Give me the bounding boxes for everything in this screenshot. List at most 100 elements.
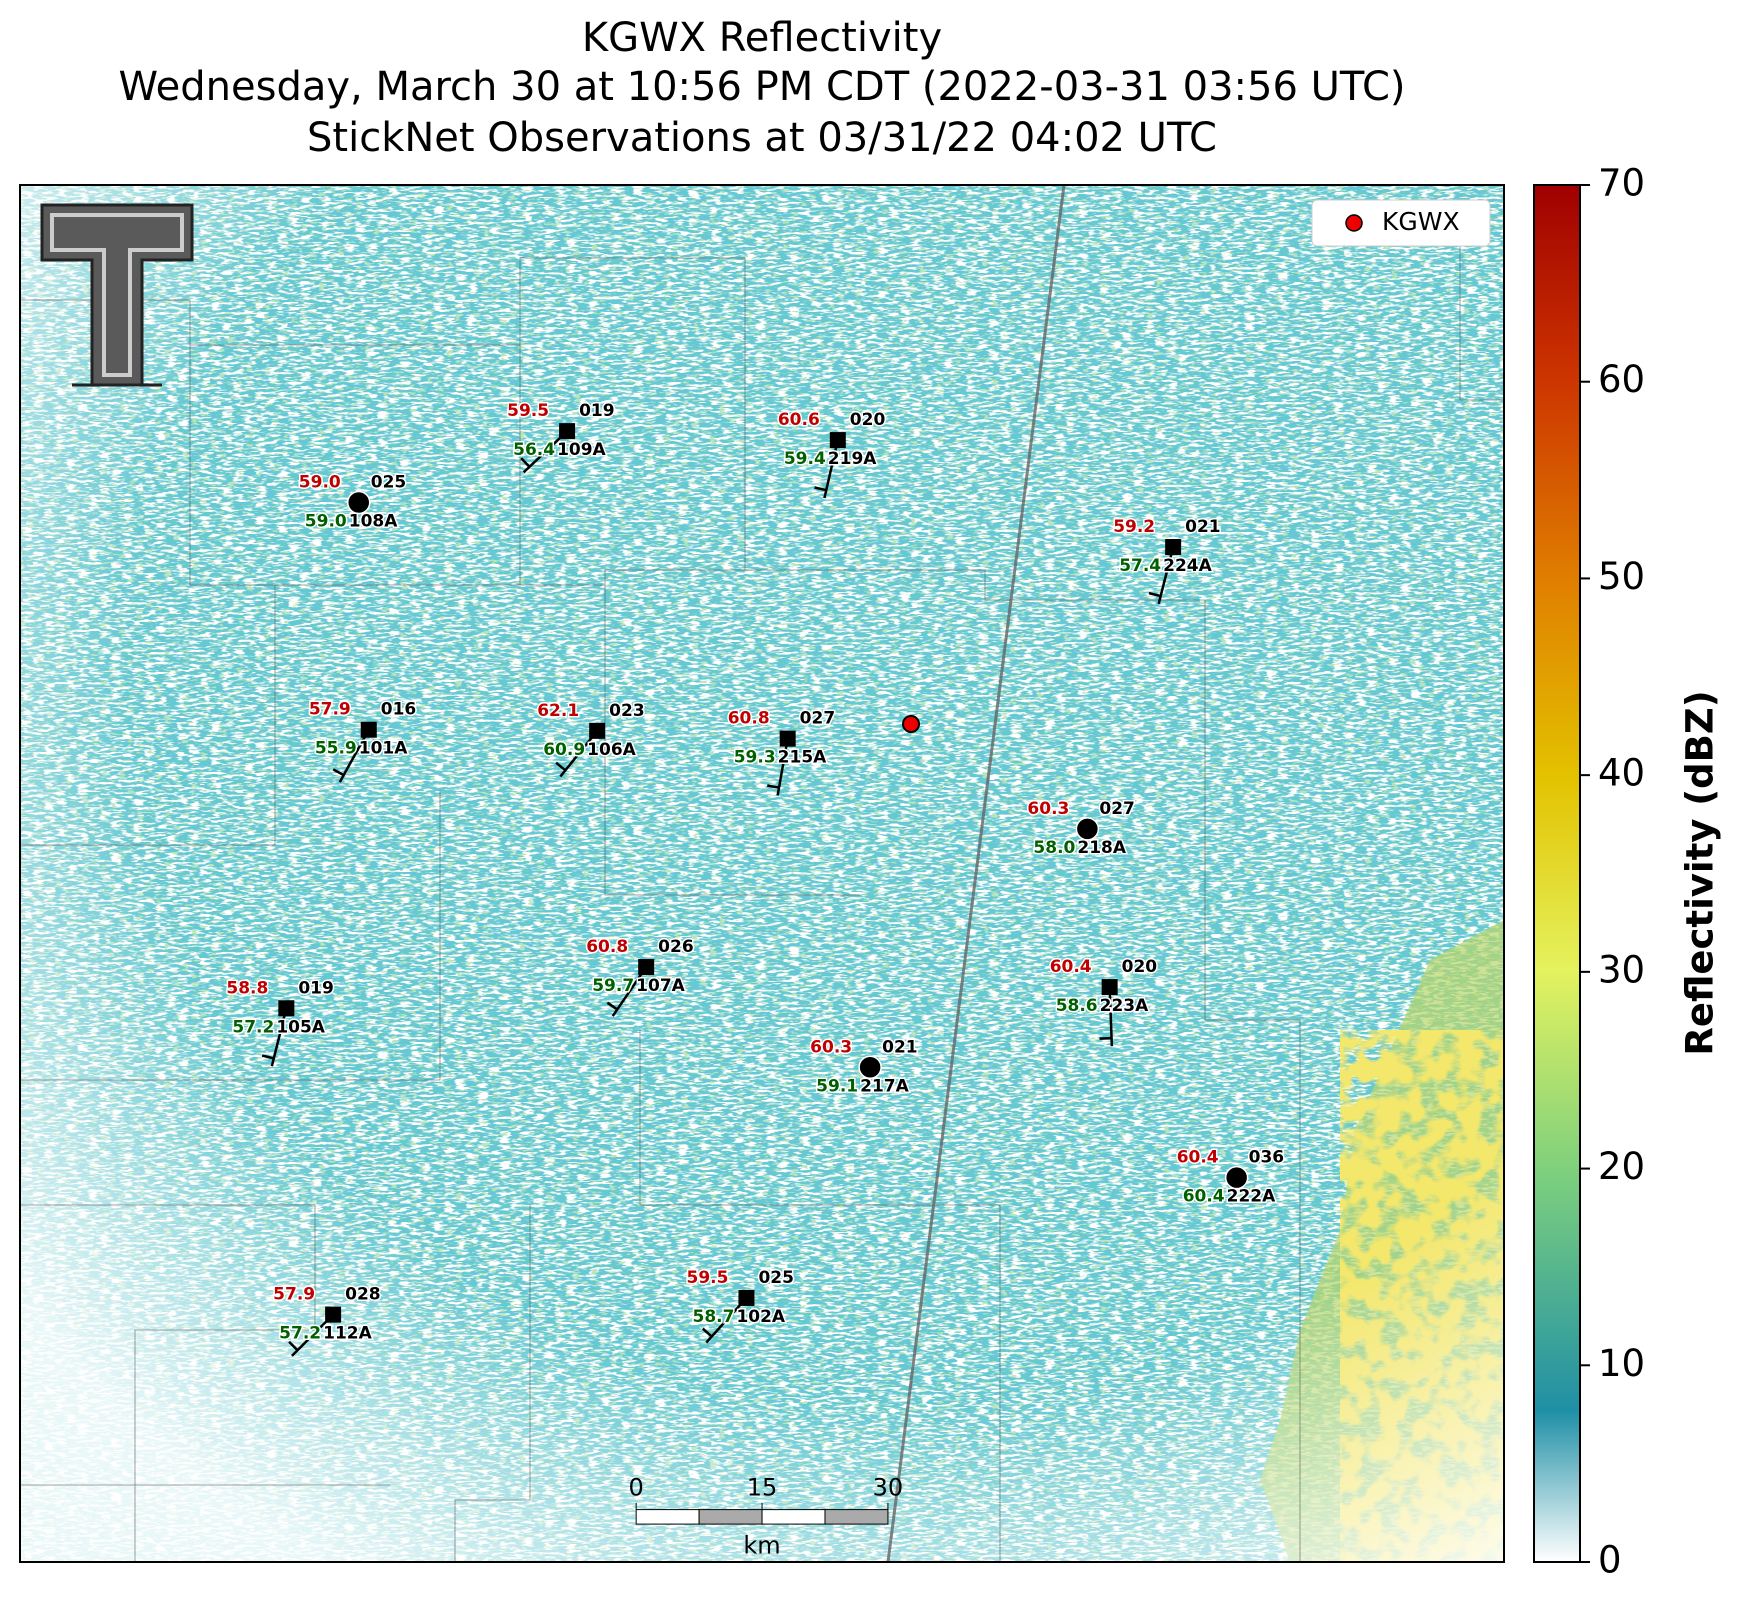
dewpoint: 59.7 — [592, 976, 634, 996]
station-id: 107A — [636, 976, 685, 996]
station-id: 215A — [778, 748, 827, 768]
station-marker — [1076, 818, 1098, 840]
dewpoint: 56.4 — [513, 440, 555, 460]
scale-segment — [762, 1510, 825, 1524]
wind-speed: 019 — [298, 978, 334, 998]
station-marker — [1165, 539, 1181, 555]
dewpoint: 59.1 — [816, 1076, 858, 1096]
colorbar-tick-label: 10 — [1598, 1342, 1645, 1385]
station-marker — [830, 432, 846, 448]
temperature: 60.3 — [810, 1037, 852, 1057]
temperature: 59.5 — [686, 1268, 728, 1288]
legend-label: KGWX — [1382, 207, 1460, 236]
temperature: 59.2 — [1113, 517, 1155, 537]
station-marker — [361, 722, 377, 738]
dewpoint: 58.0 — [1033, 838, 1075, 858]
temperature: 62.1 — [537, 701, 579, 721]
station-id: 224A — [1163, 556, 1212, 576]
station-marker — [589, 723, 605, 739]
station-id: 218A — [1077, 838, 1126, 858]
station-id: 109A — [557, 440, 606, 460]
dewpoint: 59.3 — [734, 748, 776, 768]
temperature: 59.0 — [299, 472, 341, 492]
station-id: 106A — [587, 740, 636, 760]
station-id: 105A — [276, 1017, 325, 1037]
station-marker — [859, 1056, 881, 1078]
wind-speed: 025 — [371, 472, 407, 492]
station-marker — [278, 1000, 294, 1016]
title-line: KGWX Reflectivity — [582, 15, 942, 61]
station-marker — [1226, 1167, 1248, 1189]
station-marker — [780, 731, 796, 747]
station-id: 108A — [349, 511, 398, 531]
wind-speed: 025 — [758, 1268, 794, 1288]
temperature: 60.4 — [1177, 1148, 1219, 1168]
scale-label: 30 — [873, 1473, 904, 1501]
dewpoint: 60.4 — [1183, 1187, 1225, 1207]
wind-speed: 021 — [882, 1037, 918, 1057]
scale-segment — [636, 1510, 699, 1524]
temperature: 60.8 — [728, 709, 770, 729]
station-marker — [638, 959, 654, 975]
dewpoint: 59.4 — [784, 449, 826, 469]
station-marker — [1102, 979, 1118, 995]
temperature: 60.8 — [586, 937, 628, 957]
wind-speed: 027 — [1099, 799, 1135, 819]
station-id: 217A — [860, 1076, 909, 1096]
colorbar-label: Reflectivity (dBZ) — [1679, 690, 1722, 1055]
scale-segment — [825, 1510, 888, 1524]
colorbar — [1534, 185, 1580, 1562]
temperature: 60.4 — [1050, 957, 1092, 977]
wind-speed: 020 — [1122, 957, 1158, 977]
temperature: 60.3 — [1027, 799, 1069, 819]
colorbar-tick-label: 20 — [1598, 1145, 1645, 1188]
wind-speed: 036 — [1249, 1148, 1285, 1168]
temperature: 57.9 — [273, 1285, 315, 1305]
dewpoint: 60.9 — [543, 740, 585, 760]
station-id: 222A — [1227, 1187, 1276, 1207]
dewpoint: 58.6 — [1056, 996, 1098, 1016]
station-marker — [348, 491, 370, 513]
wind-speed: 021 — [1185, 517, 1221, 537]
title-line: StickNet Observations at 03/31/22 04:02 … — [307, 115, 1217, 161]
scale-unit: km — [743, 1531, 780, 1559]
station-marker — [325, 1307, 341, 1323]
colorbar-tick-label: 40 — [1598, 752, 1645, 795]
scale-label: 15 — [747, 1473, 778, 1501]
colorbar-tick-label: 30 — [1598, 948, 1645, 991]
temperature: 60.6 — [778, 410, 820, 430]
colorbar-tick-label: 60 — [1598, 358, 1645, 401]
station-id: 101A — [359, 739, 408, 759]
temperature: 59.5 — [507, 401, 549, 421]
dewpoint: 58.7 — [692, 1307, 734, 1327]
temperature: 57.9 — [309, 700, 351, 720]
dewpoint: 59.0 — [305, 511, 347, 531]
colorbar-tick-label: 0 — [1598, 1539, 1622, 1582]
colorbar-tick-label: 70 — [1598, 162, 1645, 205]
colorbar-tick-label: 50 — [1598, 555, 1645, 598]
wind-speed: 028 — [345, 1285, 381, 1305]
scale-segment — [699, 1510, 762, 1524]
dewpoint: 55.9 — [315, 739, 357, 759]
wind-speed: 016 — [381, 700, 417, 720]
station-marker — [738, 1290, 754, 1306]
station-id: 223A — [1100, 996, 1149, 1016]
radar-site — [903, 716, 919, 732]
station-id: 102A — [736, 1307, 785, 1327]
wind-speed: 023 — [609, 701, 645, 721]
station-id: 219A — [828, 449, 877, 469]
wind-speed: 020 — [850, 410, 886, 430]
wind-speed: 026 — [658, 937, 694, 957]
dewpoint: 57.2 — [232, 1017, 274, 1037]
station-marker — [559, 423, 575, 439]
wind-speed: 019 — [579, 401, 615, 421]
title-line: Wednesday, March 30 at 10:56 PM CDT (202… — [118, 64, 1405, 110]
station-id: 112A — [323, 1324, 372, 1344]
temperature: 58.8 — [226, 978, 268, 998]
dewpoint: 57.4 — [1119, 556, 1161, 576]
legend: KGWX — [1312, 200, 1490, 246]
wind-speed: 027 — [800, 709, 836, 729]
scale-label: 0 — [629, 1473, 644, 1501]
